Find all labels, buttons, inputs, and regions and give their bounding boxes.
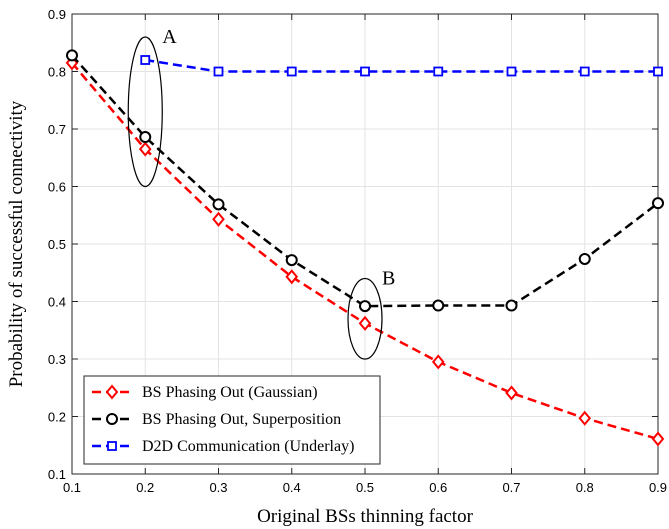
data-point: [138, 141, 152, 157]
legend-label: BS Phasing Out (Gaussian): [142, 384, 318, 401]
x-tick-label: 0.2: [136, 480, 154, 495]
data-point: [139, 131, 152, 144]
data-point: [358, 315, 372, 331]
legend-entry: BS Phasing Out (Gaussian): [92, 384, 318, 401]
legend: BS Phasing Out (Gaussian) BS Phasing Out,…: [83, 375, 381, 465]
legend-marker: [105, 384, 119, 400]
x-axis-title: Original BSs thinning factor: [257, 506, 474, 527]
data-point: [431, 354, 445, 370]
annotation-ellipse: [347, 277, 383, 360]
data-point: [285, 269, 299, 285]
series-line: [145, 58, 658, 73]
y-tick-label: 0.7: [48, 122, 66, 137]
data-point: [506, 66, 517, 77]
series-line: [71, 54, 659, 308]
data-point: [286, 66, 297, 77]
x-tick-label: 0.4: [283, 480, 301, 495]
data-point: [66, 49, 78, 62]
data-point: [653, 66, 663, 77]
series-layer: [65, 49, 665, 447]
legend-marker: [106, 413, 118, 425]
series-1: [66, 49, 664, 313]
data-point: [212, 198, 225, 211]
legend-entry: D2D Communication (Underlay): [92, 438, 354, 455]
data-point: [213, 66, 224, 77]
x-tick-label: 0.8: [576, 480, 594, 495]
y-tick-label: 0.1: [48, 467, 66, 482]
y-tick-label: 0.3: [48, 352, 66, 367]
annotation-layer: AB: [127, 26, 395, 360]
legend-marker: [107, 441, 117, 451]
y-tick-label: 0.2: [48, 410, 66, 425]
data-point: [212, 211, 225, 227]
y-tick-label: 0.8: [48, 65, 66, 80]
data-point: [432, 299, 445, 312]
annotation-ellipse: [127, 36, 163, 188]
data-point: [359, 300, 371, 313]
annotation-label: B: [382, 268, 395, 290]
x-tick-label: 0.1: [63, 480, 81, 495]
x-tick-label: 0.7: [502, 480, 520, 495]
series-0: [65, 55, 665, 447]
legend-box: [83, 375, 381, 465]
x-tick-label: 0.5: [356, 480, 374, 495]
annotation-label: A: [162, 26, 177, 48]
data-point: [433, 66, 444, 77]
data-point: [652, 197, 664, 210]
data-point: [578, 410, 592, 426]
x-tick-label: 0.9: [649, 480, 667, 495]
data-point: [505, 385, 518, 401]
legend-label: D2D Communication (Underlay): [142, 438, 354, 455]
y-tick-label: 0.4: [48, 295, 66, 310]
data-point: [579, 66, 590, 77]
x-tick-label: 0.6: [429, 480, 447, 495]
data-point: [505, 299, 518, 312]
series-2: [140, 55, 663, 77]
y-axis-title: Probability of successful connectivity: [6, 100, 27, 387]
y-tick-label: 0.9: [48, 7, 66, 22]
y-tick-label: 0.5: [48, 237, 66, 252]
data-point: [140, 55, 151, 65]
axis-ticks: 0.1 0.2 0.3 0.4 0.5 0.6 0.7 0.8 0.9 0.1 0.2 0.3 0.4 0…: [48, 7, 667, 495]
data-point: [285, 254, 298, 267]
data-point: [578, 252, 591, 265]
x-tick-label: 0.3: [209, 480, 227, 495]
data-point: [360, 66, 370, 77]
legend-entry: BS Phasing Out, Superposition: [92, 411, 341, 428]
data-point: [651, 431, 665, 447]
legend-label: BS Phasing Out, Superposition: [142, 411, 341, 428]
y-tick-label: 0.6: [48, 180, 66, 195]
